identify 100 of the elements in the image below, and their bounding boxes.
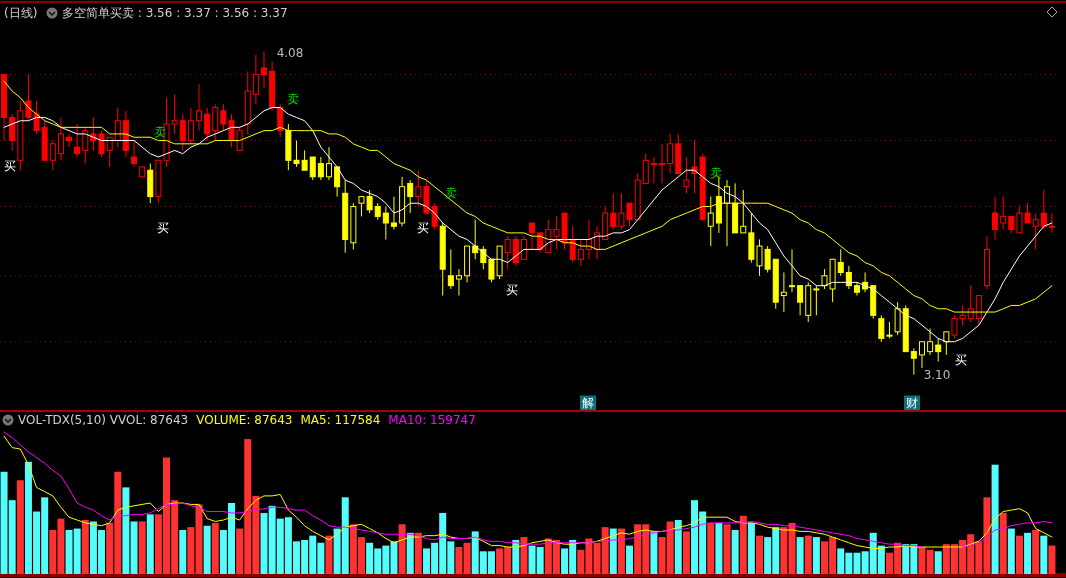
chart-subtitle: 多空简单买卖 : 3.56 : 3.37 : 3.56 : 3.37 bbox=[62, 6, 288, 20]
bar bbox=[609, 528, 617, 574]
candlestick bbox=[9, 113, 16, 151]
annotation: 买 bbox=[506, 282, 518, 297]
bar bbox=[122, 487, 130, 574]
candlestick bbox=[455, 268, 462, 297]
candlestick bbox=[569, 225, 576, 264]
annotation: 3.10 bbox=[923, 367, 951, 382]
candlestick bbox=[577, 238, 584, 267]
bar bbox=[626, 545, 634, 574]
candlestick bbox=[1040, 189, 1047, 231]
annotation: 买 bbox=[955, 352, 967, 367]
candlestick bbox=[512, 235, 519, 267]
candlestick bbox=[642, 153, 649, 184]
bar bbox=[463, 542, 471, 574]
bar bbox=[707, 522, 715, 574]
bar bbox=[715, 522, 723, 574]
bar bbox=[756, 535, 764, 574]
bar bbox=[747, 522, 755, 574]
bar bbox=[520, 537, 528, 574]
bar bbox=[682, 531, 690, 574]
candlestick bbox=[927, 328, 934, 356]
candlestick bbox=[407, 179, 414, 214]
candlestick bbox=[504, 235, 511, 270]
bar bbox=[512, 539, 520, 574]
candlestick bbox=[390, 196, 397, 231]
candlestick bbox=[49, 140, 56, 171]
candlestick bbox=[683, 156, 690, 194]
annotation: 4.08 bbox=[276, 45, 304, 60]
bar bbox=[926, 549, 934, 574]
bar bbox=[1024, 532, 1032, 574]
candlestick bbox=[650, 156, 657, 184]
annotation: 卖 bbox=[710, 165, 722, 180]
candlestick bbox=[529, 222, 536, 250]
bar bbox=[650, 531, 658, 574]
bar bbox=[81, 520, 89, 574]
text: MA10: 159747 bbox=[388, 413, 476, 427]
bar bbox=[617, 528, 625, 574]
bar bbox=[723, 524, 731, 574]
candlestick bbox=[82, 126, 89, 165]
bar bbox=[788, 522, 796, 574]
candlestick bbox=[1032, 212, 1039, 250]
candlestick bbox=[813, 285, 820, 316]
candlestick bbox=[196, 83, 203, 132]
candlestick bbox=[415, 169, 422, 207]
bar bbox=[1040, 535, 1048, 574]
bar bbox=[187, 527, 195, 574]
bar bbox=[1032, 529, 1040, 574]
bar bbox=[414, 532, 422, 574]
bar bbox=[812, 537, 820, 574]
bar bbox=[16, 480, 24, 574]
bar bbox=[130, 521, 138, 574]
bar bbox=[674, 520, 682, 574]
candlestick bbox=[594, 225, 601, 260]
bar bbox=[1048, 545, 1056, 574]
candlestick bbox=[252, 54, 259, 105]
candlestick bbox=[943, 331, 950, 356]
candlestick bbox=[935, 337, 942, 363]
candlestick bbox=[992, 196, 999, 240]
chart-title: VOL-TDX(5,10) VVOL: 87643 bbox=[18, 413, 189, 427]
bar bbox=[804, 535, 812, 574]
bar bbox=[455, 547, 463, 574]
candlestick bbox=[1000, 196, 1007, 231]
candlestick bbox=[277, 103, 284, 138]
candlestick bbox=[57, 116, 64, 161]
bar bbox=[211, 522, 219, 574]
candlestick bbox=[325, 146, 332, 181]
candlestick bbox=[447, 248, 454, 290]
bar bbox=[780, 527, 788, 574]
candlestick bbox=[204, 107, 211, 142]
bar bbox=[991, 464, 999, 574]
candlestick bbox=[789, 248, 795, 293]
annotation: 卖 bbox=[287, 91, 299, 106]
bar bbox=[796, 537, 804, 574]
candlestick bbox=[780, 271, 787, 313]
annotation: 买 bbox=[157, 220, 169, 235]
bar bbox=[1015, 535, 1023, 574]
candlestick bbox=[610, 192, 617, 231]
candlestick bbox=[659, 143, 666, 184]
candlestick bbox=[975, 295, 982, 326]
candlestick bbox=[309, 156, 316, 181]
text: MA5: 117584 bbox=[300, 413, 381, 427]
annotation: 买 bbox=[4, 158, 16, 173]
candlestick bbox=[845, 265, 852, 290]
bar bbox=[739, 515, 747, 574]
chart-subtitle: VOLUME: 87643 bbox=[196, 413, 293, 427]
candlestick bbox=[740, 189, 747, 234]
bar bbox=[146, 514, 154, 574]
candlestick bbox=[317, 156, 324, 181]
bar bbox=[999, 512, 1007, 574]
candlestick bbox=[334, 166, 341, 198]
candlestick bbox=[131, 140, 138, 168]
bar bbox=[731, 529, 739, 574]
candlestick bbox=[212, 103, 219, 142]
candlestick bbox=[667, 133, 674, 175]
candlestick bbox=[179, 113, 186, 151]
bar bbox=[138, 521, 146, 574]
bar bbox=[325, 535, 333, 574]
bar bbox=[406, 532, 414, 574]
candlestick bbox=[707, 196, 714, 247]
